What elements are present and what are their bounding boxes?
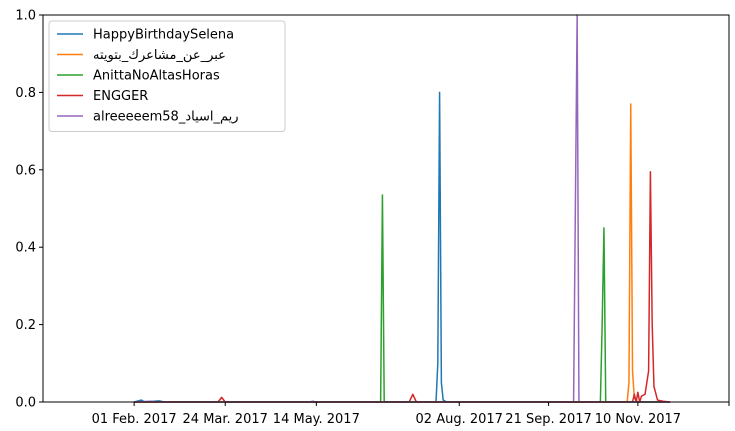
y-tick-label: 0.2 bbox=[15, 318, 36, 333]
x-tick-label: 24 Mar. 2017 bbox=[183, 412, 268, 427]
legend-box bbox=[48, 20, 286, 132]
legend: HappyBirthdaySelena عبر_عن_مشاعرك_بتويته A… bbox=[48, 20, 286, 132]
x-tick-label: 14 May. 2017 bbox=[273, 412, 360, 427]
x-tick-label: 21 Sep. 2017 bbox=[505, 412, 592, 427]
y-axis: 0.0 0.2 0.4 0.6 0.8 1.0 bbox=[15, 9, 43, 411]
legend-label: AnittaNoAltasHoras bbox=[93, 69, 220, 84]
legend-label: HappyBirthdaySelena bbox=[93, 28, 234, 43]
legend-label: عبر_عن_مشاعرك_بتويته bbox=[93, 48, 226, 63]
y-tick-label: 0.0 bbox=[15, 396, 36, 411]
x-tick-label: 01 Feb. 2017 bbox=[92, 412, 177, 427]
y-tick-label: 0.6 bbox=[15, 163, 36, 178]
legend-label: ENGGER bbox=[93, 89, 148, 104]
x-axis: 01 Feb. 2017 24 Mar. 2017 14 May. 2017 02 A… bbox=[92, 402, 730, 427]
x-tick-label: 10 Nov. 2017 bbox=[595, 412, 681, 427]
legend-label: ريم_اسياد_alreeeeem58 bbox=[93, 110, 239, 125]
y-tick-label: 0.4 bbox=[15, 241, 36, 256]
y-tick-label: 1.0 bbox=[15, 9, 36, 24]
x-tick-label: 02 Aug. 2017 bbox=[416, 412, 503, 427]
plot-frame bbox=[42, 14, 730, 403]
y-tick-label: 0.8 bbox=[15, 86, 36, 101]
